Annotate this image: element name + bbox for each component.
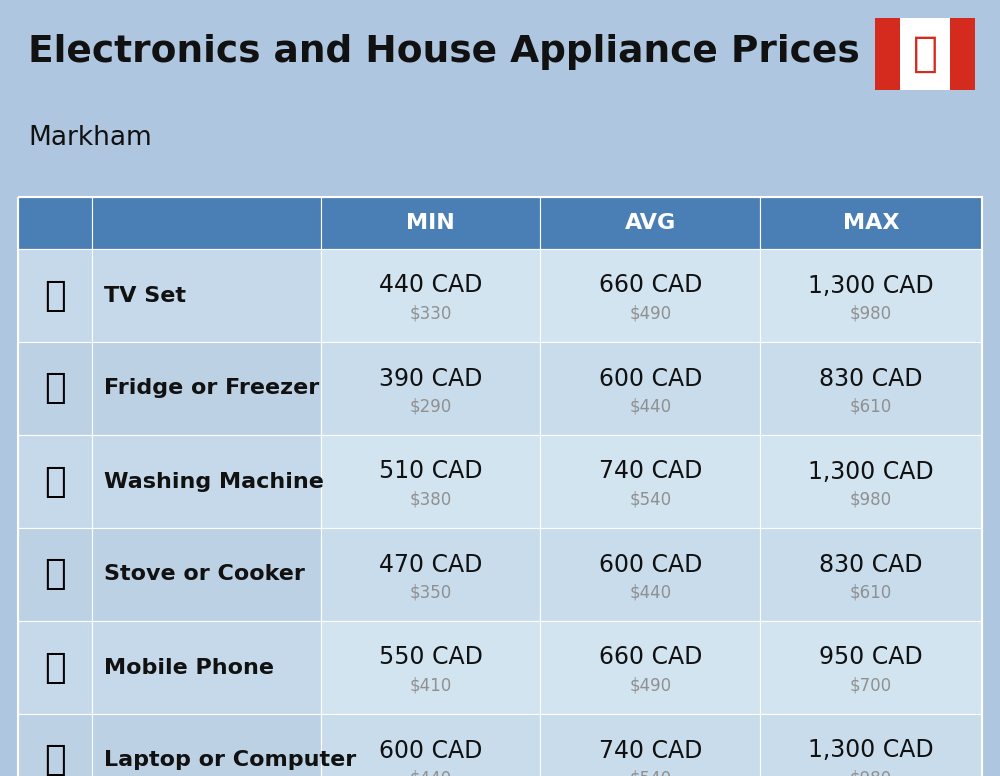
- Bar: [760, 249, 982, 342]
- Bar: [18, 714, 92, 776]
- Text: Stove or Cooker: Stove or Cooker: [104, 564, 305, 584]
- Text: $440: $440: [629, 584, 671, 601]
- Text: $350: $350: [409, 584, 452, 601]
- Text: $540: $540: [629, 770, 671, 776]
- Text: $290: $290: [409, 397, 452, 415]
- Text: 660 CAD: 660 CAD: [599, 273, 702, 297]
- Bar: [760, 714, 982, 776]
- Text: Fridge or Freezer: Fridge or Freezer: [104, 379, 319, 399]
- Text: Mobile Phone: Mobile Phone: [104, 657, 274, 677]
- Bar: [18, 197, 982, 776]
- Text: $490: $490: [629, 677, 671, 695]
- Text: $540: $540: [629, 490, 671, 508]
- Text: 🍳: 🍳: [44, 557, 66, 591]
- Bar: [92, 621, 321, 714]
- Text: 510 CAD: 510 CAD: [379, 459, 482, 483]
- Bar: [18, 435, 92, 528]
- Bar: [540, 342, 760, 435]
- Bar: [321, 342, 540, 435]
- Text: Markham: Markham: [28, 125, 152, 151]
- Text: AVG: AVG: [625, 213, 676, 233]
- Text: MIN: MIN: [406, 213, 455, 233]
- Bar: [92, 249, 321, 342]
- Bar: [18, 197, 92, 249]
- Bar: [18, 249, 92, 342]
- Bar: [540, 714, 760, 776]
- Bar: [92, 528, 321, 621]
- Text: $440: $440: [629, 397, 671, 415]
- Text: TV Set: TV Set: [104, 286, 186, 306]
- Text: 830 CAD: 830 CAD: [819, 553, 923, 577]
- Text: 550 CAD: 550 CAD: [379, 646, 483, 670]
- Text: $980: $980: [850, 490, 892, 508]
- Bar: [321, 621, 540, 714]
- Text: 📺: 📺: [44, 279, 66, 313]
- Text: Laptop or Computer: Laptop or Computer: [104, 750, 356, 771]
- Text: $440: $440: [410, 770, 452, 776]
- Bar: [18, 528, 92, 621]
- Bar: [540, 528, 760, 621]
- Text: $610: $610: [850, 397, 892, 415]
- Bar: [540, 621, 760, 714]
- Text: $980: $980: [850, 770, 892, 776]
- Bar: [540, 197, 760, 249]
- Bar: [18, 342, 92, 435]
- Text: $380: $380: [409, 490, 452, 508]
- Text: 660 CAD: 660 CAD: [599, 646, 702, 670]
- Bar: [540, 249, 760, 342]
- Text: 830 CAD: 830 CAD: [819, 366, 923, 390]
- Text: $410: $410: [409, 677, 452, 695]
- Bar: [321, 435, 540, 528]
- Bar: [92, 435, 321, 528]
- Text: 390 CAD: 390 CAD: [379, 366, 482, 390]
- Text: $610: $610: [850, 584, 892, 601]
- Text: 1,300 CAD: 1,300 CAD: [808, 739, 934, 763]
- Bar: [760, 528, 982, 621]
- Bar: [92, 714, 321, 776]
- Text: Electronics and House Appliance Prices: Electronics and House Appliance Prices: [28, 34, 860, 70]
- Bar: [321, 197, 540, 249]
- Text: 950 CAD: 950 CAD: [819, 646, 923, 670]
- Text: 600 CAD: 600 CAD: [599, 553, 702, 577]
- Bar: [321, 249, 540, 342]
- Text: 1,300 CAD: 1,300 CAD: [808, 273, 934, 297]
- Bar: [92, 197, 321, 249]
- Text: $700: $700: [850, 677, 892, 695]
- Text: 🧊: 🧊: [44, 372, 66, 406]
- Bar: [875, 18, 975, 90]
- Bar: [760, 342, 982, 435]
- Text: 💻: 💻: [44, 743, 66, 776]
- Text: MAX: MAX: [843, 213, 899, 233]
- Text: 🍁: 🍁: [912, 33, 938, 75]
- Bar: [760, 197, 982, 249]
- Bar: [321, 528, 540, 621]
- Text: 470 CAD: 470 CAD: [379, 553, 482, 577]
- Text: 600 CAD: 600 CAD: [599, 366, 702, 390]
- Text: 600 CAD: 600 CAD: [379, 739, 482, 763]
- Text: 740 CAD: 740 CAD: [599, 459, 702, 483]
- Text: 740 CAD: 740 CAD: [599, 739, 702, 763]
- Text: 📱: 📱: [44, 650, 66, 684]
- Bar: [760, 621, 982, 714]
- Text: $330: $330: [409, 304, 452, 323]
- Text: 440 CAD: 440 CAD: [379, 273, 482, 297]
- Bar: [92, 342, 321, 435]
- Text: Washing Machine: Washing Machine: [104, 472, 324, 491]
- Text: $980: $980: [850, 304, 892, 323]
- Bar: [760, 435, 982, 528]
- Bar: [875, 18, 900, 90]
- Bar: [950, 18, 975, 90]
- Text: 🌀: 🌀: [44, 465, 66, 498]
- Bar: [321, 714, 540, 776]
- Text: 1,300 CAD: 1,300 CAD: [808, 459, 934, 483]
- Text: $490: $490: [629, 304, 671, 323]
- Bar: [18, 621, 92, 714]
- Bar: [540, 435, 760, 528]
